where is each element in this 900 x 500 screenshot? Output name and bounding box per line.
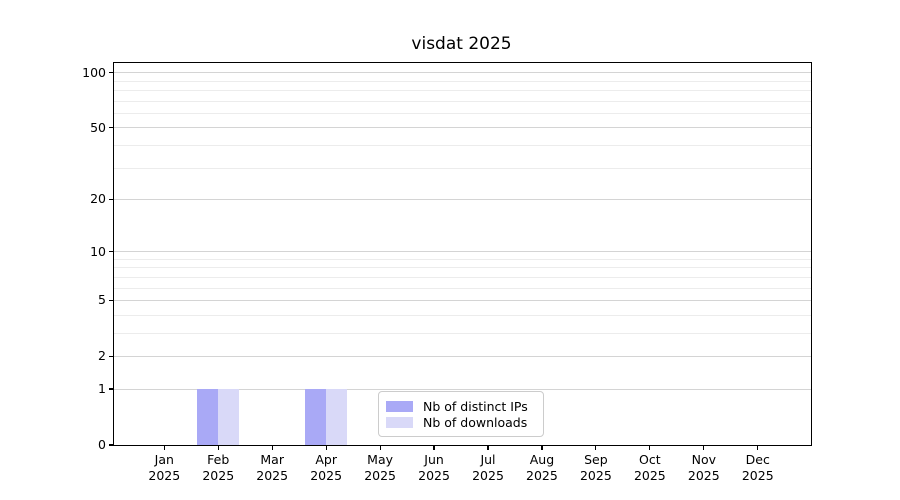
gridline-minor — [114, 267, 811, 269]
x-tick-label: Dec 2025 — [741, 452, 774, 483]
legend-item-distinct-ips: Nb of distinct IPs — [386, 398, 535, 415]
y-tick-label: 20 — [90, 191, 106, 207]
legend-swatch-downloads-icon — [386, 417, 413, 429]
legend-label-distinct-ips: Nb of distinct IPs — [423, 398, 528, 414]
x-tick-label: Jul 2025 — [472, 452, 504, 483]
x-tick-label: Oct 2025 — [633, 452, 666, 483]
legend-swatch-distinct-ips-icon — [386, 400, 413, 412]
y-axis-tick — [109, 355, 113, 357]
gridline-minor — [114, 332, 811, 334]
x-axis-tick — [325, 446, 327, 450]
y-tick-label: 10 — [90, 243, 106, 259]
y-tick-label: 5 — [98, 292, 106, 308]
y-axis-tick — [109, 127, 113, 129]
x-axis-tick — [487, 446, 489, 450]
gridline-minor — [114, 258, 811, 260]
bar-distinct-ips-apr — [305, 389, 327, 445]
x-tick-label: Sep 2025 — [579, 452, 612, 483]
gridline-major — [114, 251, 811, 253]
gridline-minor — [114, 112, 811, 114]
y-tick-label: 2 — [98, 348, 106, 364]
x-tick-label: Feb 2025 — [202, 452, 235, 483]
x-tick-label: Apr 2025 — [310, 452, 343, 483]
bar-distinct-ips-feb — [197, 389, 219, 445]
x-axis-tick — [757, 446, 759, 450]
y-axis-tick — [109, 250, 113, 253]
x-tick-label: Jan 2025 — [148, 452, 181, 483]
legend-label-downloads: Nb of downloads — [423, 415, 528, 431]
y-tick-label: 100 — [82, 64, 106, 80]
x-tick-label: May 2025 — [364, 452, 396, 483]
x-axis-tick — [163, 446, 165, 450]
y-axis-tick — [109, 72, 113, 74]
gridline-major — [114, 388, 811, 390]
legend-item-downloads: Nb of downloads — [386, 415, 535, 432]
x-axis-tick — [595, 446, 597, 450]
x-axis-tick — [271, 446, 273, 450]
x-tick-label: Jun 2025 — [418, 452, 450, 483]
gridline-major — [114, 299, 811, 301]
gridline-minor — [114, 144, 811, 146]
x-axis-tick — [379, 446, 381, 450]
y-axis-tick — [109, 299, 113, 302]
gridline-major — [114, 198, 811, 200]
bar-downloads-apr — [326, 389, 348, 445]
gridline-minor — [114, 287, 811, 289]
plot-area: 0 1 2 5 10 20 50 100 Jan 2025 Feb 2025 Mar 2025 Apr… — [82, 62, 812, 483]
y-tick-label: 1 — [98, 381, 106, 397]
y-axis-tick — [109, 388, 113, 390]
y-tick-label: 0 — [98, 437, 106, 452]
x-axis-tick — [217, 446, 219, 450]
y-tick-label: 50 — [90, 119, 106, 135]
chart-title: visdat 2025 — [411, 34, 512, 54]
x-axis-tick — [433, 446, 435, 450]
x-tick-label: Aug 2025 — [526, 452, 558, 483]
gridline-minor — [114, 90, 811, 92]
gridline-major — [114, 72, 811, 74]
gridline-minor — [114, 314, 811, 316]
gridline-major — [114, 355, 811, 357]
gridline-minor — [114, 80, 811, 82]
gridline-minor — [114, 276, 811, 278]
x-axis-tick — [649, 446, 651, 450]
gridline-minor — [114, 167, 811, 169]
legend: Nb of distinct IPs Nb of downloads — [378, 391, 544, 437]
y-axis-tick — [109, 444, 113, 446]
gridline-major — [114, 127, 811, 129]
x-tick-label: Mar 2025 — [256, 452, 289, 483]
x-axis-tick — [541, 446, 543, 450]
x-axis-tick — [703, 446, 705, 450]
y-axis-tick — [109, 198, 113, 201]
bar-downloads-feb — [218, 389, 240, 445]
x-tick-label: Nov 2025 — [687, 452, 720, 483]
gridline-minor — [114, 100, 811, 102]
